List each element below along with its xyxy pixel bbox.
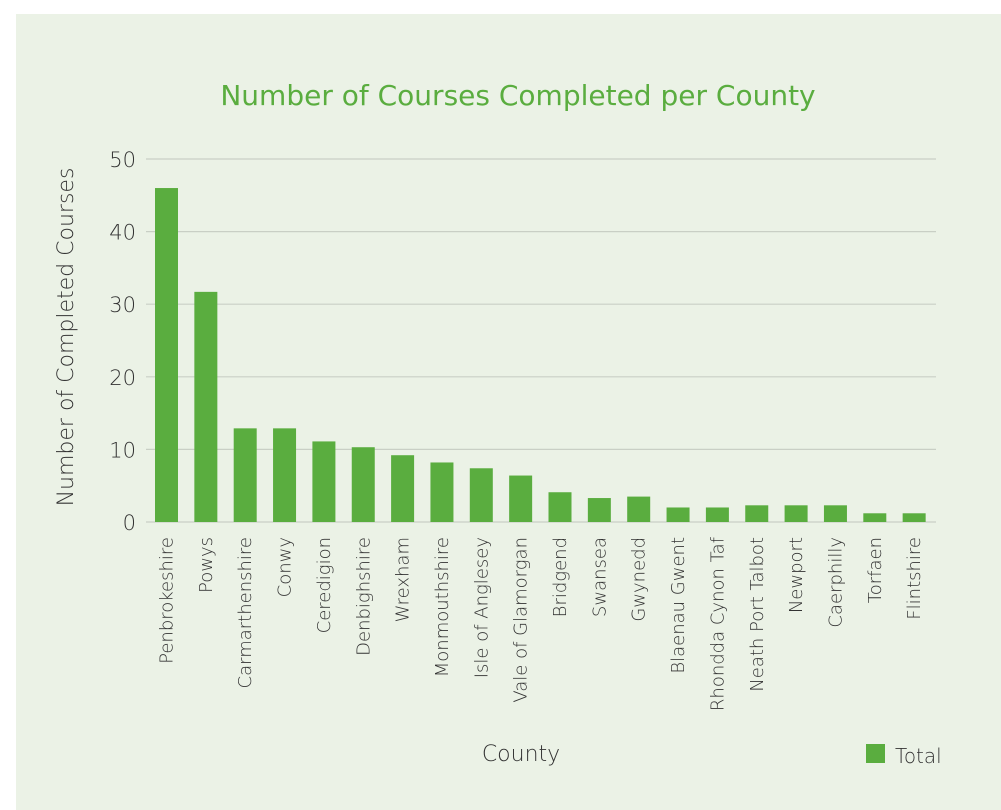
bar-powys	[194, 291, 218, 522]
bar-gwynedd	[627, 496, 651, 522]
x-tick-label: Conwy	[275, 537, 296, 597]
y-tick-label: 0	[123, 511, 136, 535]
bar-wrexham	[391, 455, 415, 522]
bar-bridgend	[548, 492, 572, 522]
bar-neath-port-talbot	[745, 505, 769, 522]
bar-monmouthshire	[430, 462, 454, 522]
x-tick-label: Ceredigion	[314, 537, 335, 633]
legend-swatch	[866, 744, 885, 763]
bar-isle-of-anglesey	[469, 468, 493, 522]
bar-ceredigion	[312, 441, 336, 522]
x-tick-label: Carmarthenshire	[235, 537, 256, 688]
x-tick-label: Isle of Anglesey	[471, 537, 492, 678]
x-tick-label: Newport	[786, 537, 807, 613]
x-tick-label: Caerphilly	[825, 537, 846, 628]
x-tick-label: Swansea	[589, 537, 610, 617]
y-axis-ticks: 0 10 20 30 40 50	[109, 148, 136, 535]
bar-caerphilly	[823, 505, 847, 522]
x-tick-label: Wrexham	[393, 537, 414, 622]
bar-carmarthenshire	[233, 428, 257, 522]
y-tick-label: 50	[109, 148, 136, 172]
y-axis-title: Number of Completed Courses	[54, 168, 79, 507]
x-tick-label: Vale of Glamorgan	[511, 537, 532, 703]
y-tick-label: 20	[109, 366, 136, 390]
x-tick-label: Penbrokeshire	[157, 537, 178, 664]
bar-penbrokeshire	[155, 188, 178, 523]
bar-flintshire	[902, 513, 926, 522]
chart-panel	[16, 14, 1001, 810]
x-tick-label: Monmouthshire	[432, 537, 453, 677]
x-tick-label: Blaenau Gwent	[668, 537, 689, 674]
x-tick-label: Powys	[196, 537, 217, 593]
legend: Total	[866, 744, 942, 768]
x-tick-label: Neath Port Talbot	[747, 537, 768, 692]
bar-newport	[784, 505, 808, 522]
bar-vale-of-glamorgan	[509, 475, 533, 522]
x-tick-label: Flintshire	[904, 537, 925, 620]
x-tick-label: Denbighshire	[353, 537, 374, 656]
y-tick-label: 40	[109, 221, 136, 245]
bar-conwy	[273, 428, 297, 522]
bar-torfaen	[863, 513, 887, 522]
y-tick-label: 10	[109, 438, 136, 462]
x-tick-label: Rhondda Cynon Taf	[707, 536, 728, 711]
gridlines	[146, 158, 936, 523]
bar-rhondda-cynon-taf	[705, 507, 729, 522]
chart-title: Number of Courses Completed per County	[220, 79, 815, 112]
y-tick-label: 30	[109, 293, 136, 317]
x-tick-label: Gwynedd	[629, 537, 650, 622]
x-axis-labels: Penbrokeshire Powys Carmarthenshire Conwy Ce…	[157, 536, 926, 711]
bar-blaenau-gwent	[666, 507, 690, 522]
bar-denbighshire	[351, 447, 375, 522]
legend-label: Total	[895, 744, 942, 768]
bars	[155, 188, 926, 523]
x-axis-title: County	[482, 742, 560, 767]
bar-swansea	[587, 498, 611, 522]
x-tick-label: Bridgend	[550, 537, 571, 617]
x-tick-label: Torfaen	[865, 537, 886, 603]
